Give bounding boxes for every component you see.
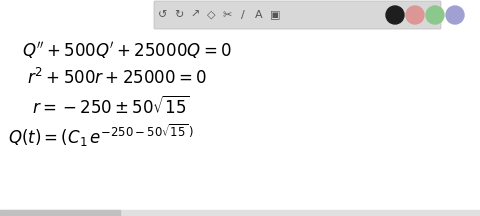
- Text: $Q(t) = (C_1\, e^{-250 - 50\sqrt{15}\,)}$: $Q(t) = (C_1\, e^{-250 - 50\sqrt{15}\,)}…: [8, 122, 193, 149]
- Bar: [0, 210, 480, 216]
- Text: /: /: [241, 10, 245, 20]
- Text: ↻: ↻: [174, 10, 184, 20]
- Text: ✂: ✂: [222, 10, 232, 20]
- Text: A: A: [255, 10, 263, 20]
- Text: ◇: ◇: [207, 10, 215, 20]
- FancyBboxPatch shape: [154, 1, 441, 29]
- Circle shape: [386, 6, 404, 24]
- Bar: [0, 210, 120, 216]
- Text: ▣: ▣: [270, 10, 280, 20]
- Text: $r = -250 \pm 50\sqrt{15}$: $r = -250 \pm 50\sqrt{15}$: [32, 96, 190, 118]
- Circle shape: [426, 6, 444, 24]
- Text: $r^2 + 500r + 25000 = 0$: $r^2 + 500r + 25000 = 0$: [27, 68, 207, 88]
- Circle shape: [446, 6, 464, 24]
- Circle shape: [406, 6, 424, 24]
- Text: ↗: ↗: [190, 10, 200, 20]
- Text: ↺: ↺: [158, 10, 168, 20]
- Text: $Q'' + 500Q' + 25000Q = 0$: $Q'' + 500Q' + 25000Q = 0$: [22, 40, 232, 61]
